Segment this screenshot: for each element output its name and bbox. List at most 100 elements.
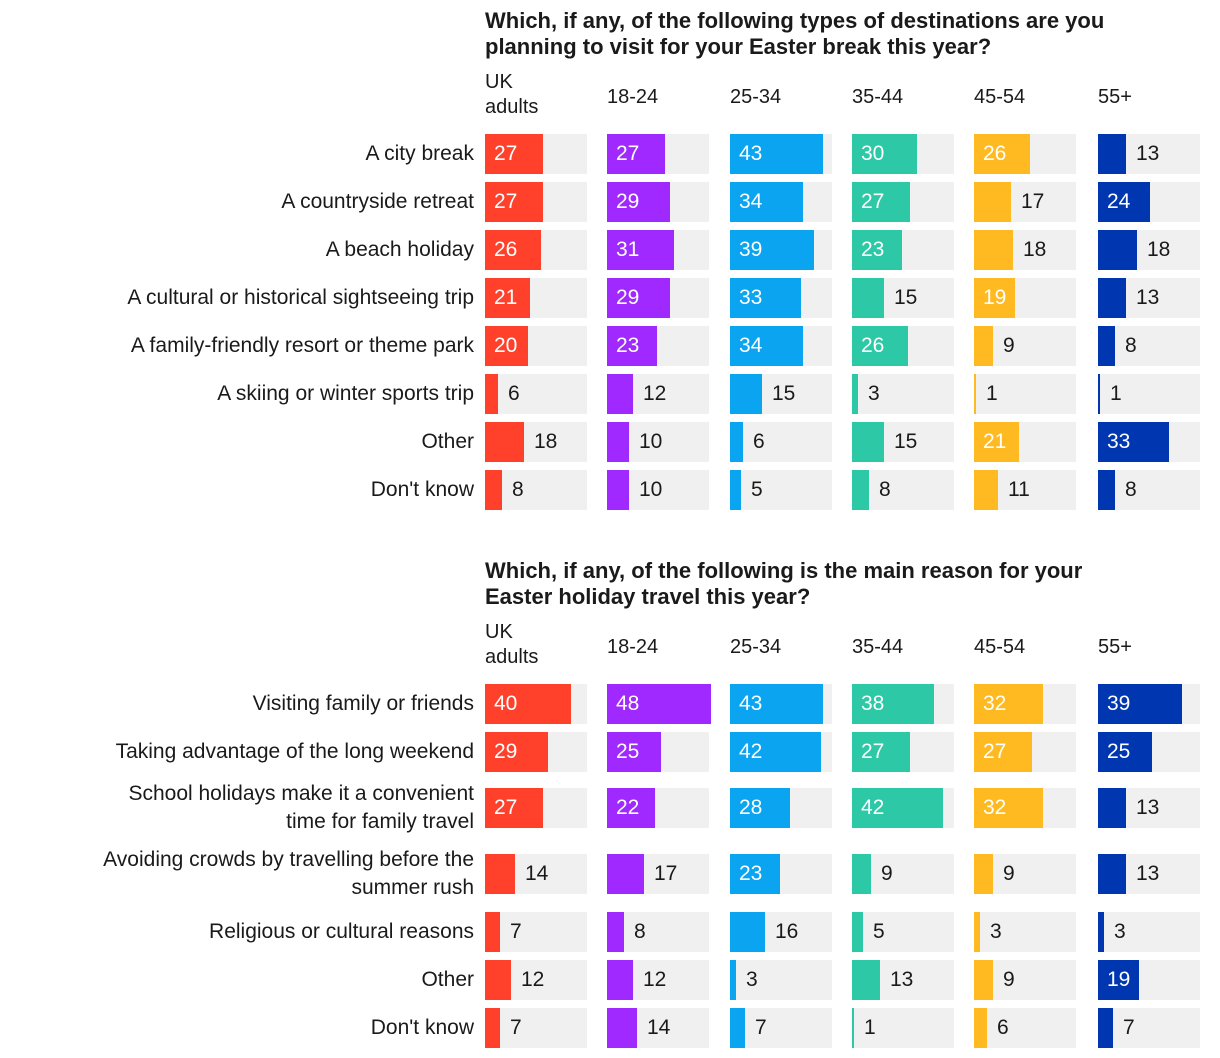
category-label-line: Visiting family or friends	[252, 692, 474, 715]
bar	[852, 374, 858, 414]
series-header: 55+	[1098, 85, 1132, 110]
bar	[852, 960, 880, 1000]
category-label-line: Other	[421, 968, 474, 991]
data-label: 5	[873, 920, 885, 943]
series-header: UK adults	[485, 620, 538, 670]
data-label: 8	[634, 920, 646, 943]
bar	[1098, 960, 1139, 1000]
bar-track	[852, 374, 954, 414]
bar	[485, 684, 571, 724]
category-label-line: Avoiding crowds by travelling before the	[103, 848, 474, 871]
series-header-line: 45-54	[974, 636, 1026, 658]
data-label: 27	[861, 190, 885, 213]
data-label: 7	[755, 1016, 767, 1039]
category-label-line: Don't know	[370, 1016, 474, 1039]
series-header: 35-44	[852, 85, 903, 110]
bar	[730, 326, 803, 366]
bar	[730, 788, 790, 828]
category-label: A beach holiday	[326, 236, 474, 264]
data-label: 18	[534, 430, 558, 453]
bar	[730, 684, 823, 724]
bar	[607, 788, 655, 828]
bar	[852, 278, 884, 318]
category-label-line: A family-friendly resort or theme park	[130, 334, 474, 357]
data-label: 3	[990, 920, 1002, 943]
series-header: 25-34	[730, 635, 781, 660]
bar-track	[730, 422, 832, 462]
bar-track	[852, 470, 954, 510]
data-label: 15	[772, 382, 796, 405]
bar-track	[852, 1008, 954, 1048]
data-label: 9	[1003, 862, 1015, 885]
chart-title-line: planning to visit for your Easter break …	[485, 34, 992, 59]
bar	[730, 732, 821, 772]
bar	[607, 912, 624, 952]
data-label: 39	[739, 238, 763, 261]
data-label: 8	[512, 478, 524, 501]
bar	[730, 374, 762, 414]
series-header-line: 25-34	[730, 86, 782, 108]
category-label-line: A cultural or historical sightseeing tri…	[127, 286, 474, 309]
bar	[1098, 326, 1115, 366]
bar	[1098, 422, 1169, 462]
data-label: 1	[1110, 382, 1122, 405]
bar	[974, 854, 993, 894]
bar	[485, 278, 530, 318]
data-label: 21	[494, 286, 518, 309]
data-label: 29	[494, 740, 518, 763]
data-label: 15	[894, 286, 918, 309]
bar	[1098, 278, 1126, 318]
category-label: A countryside retreat	[281, 188, 474, 216]
bar	[1098, 732, 1152, 772]
bar	[1098, 684, 1182, 724]
bar-track	[1098, 912, 1200, 952]
bar	[607, 134, 665, 174]
data-label: 12	[521, 968, 545, 991]
data-label: 9	[1003, 334, 1015, 357]
bar	[607, 470, 629, 510]
series-header-line: 55+	[1098, 86, 1132, 108]
data-label: 29	[616, 286, 640, 309]
bar	[852, 422, 884, 462]
bar-track	[730, 470, 832, 510]
series-header-line: UK	[485, 621, 513, 643]
bar-track	[485, 374, 587, 414]
bar	[852, 230, 902, 270]
bar	[1098, 788, 1126, 828]
category-label-line: Taking advantage of the long weekend	[115, 740, 474, 763]
data-label: 1	[986, 382, 998, 405]
bar-track	[730, 960, 832, 1000]
data-label: 18	[1023, 238, 1047, 261]
bar	[730, 470, 741, 510]
data-label: 14	[525, 862, 549, 885]
bar	[485, 230, 541, 270]
data-label: 23	[739, 862, 763, 885]
data-label: 9	[1003, 968, 1015, 991]
data-label: 6	[508, 382, 520, 405]
data-label: 26	[861, 334, 885, 357]
bar	[730, 854, 780, 894]
category-label: A city break	[365, 140, 474, 168]
data-label: 38	[861, 692, 885, 715]
category-label: Taking advantage of the long weekend	[116, 738, 474, 766]
data-label: 10	[639, 430, 663, 453]
bar	[730, 134, 823, 174]
bar	[607, 230, 674, 270]
bar	[852, 684, 934, 724]
data-label: 33	[739, 286, 763, 309]
bar	[852, 326, 908, 366]
data-label: 13	[1136, 142, 1160, 165]
data-label: 5	[751, 478, 763, 501]
bar	[974, 1008, 987, 1048]
data-label: 34	[739, 190, 763, 213]
bar	[852, 912, 863, 952]
bar	[730, 1008, 745, 1048]
chart-title-line: Which, if any, of the following is the m…	[485, 558, 1083, 583]
bar	[852, 1008, 854, 1048]
bar	[974, 470, 998, 510]
series-header: 18-24	[607, 85, 658, 110]
bar	[485, 374, 498, 414]
data-label: 27	[983, 740, 1007, 763]
bar	[852, 732, 910, 772]
data-label: 19	[983, 286, 1007, 309]
